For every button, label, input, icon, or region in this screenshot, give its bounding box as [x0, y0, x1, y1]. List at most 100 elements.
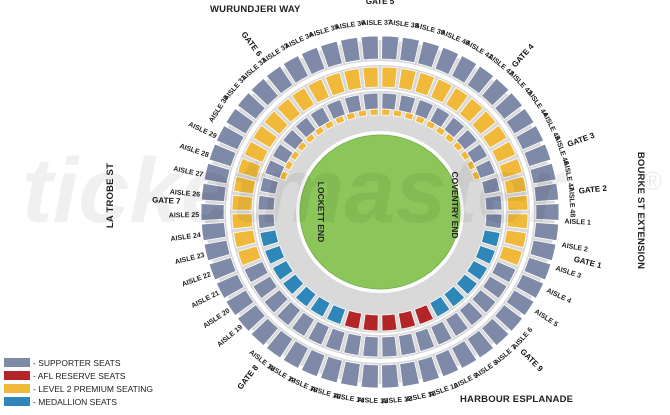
supporter-section-outer: [236, 304, 266, 332]
premium-box: [345, 111, 357, 121]
aisle-label: AISLE 19: [216, 324, 244, 349]
supporter-section-outer: [529, 162, 557, 185]
premium-section: [233, 229, 257, 249]
medallion-section: [480, 229, 501, 248]
aisle-label: AISLE 22: [181, 271, 212, 288]
premium-section: [381, 66, 398, 89]
premium-section: [324, 72, 346, 97]
supporter-section-outer: [480, 317, 510, 347]
supporter-section-middle: [252, 275, 278, 300]
premium-section: [263, 110, 289, 136]
supporter-section-middle: [482, 275, 508, 300]
supporter-section-inner: [484, 213, 503, 230]
aisle-label: AISLE 36: [335, 20, 366, 32]
supporter-section-middle: [362, 335, 379, 358]
premium-box: [296, 140, 308, 152]
supporter-section-inner: [259, 176, 280, 195]
premium-section: [498, 245, 523, 267]
seating-legend: - SUPPORTER SEATS - AFL RESERVE SEATS - …: [4, 356, 153, 408]
premium-box: [403, 111, 415, 121]
field-label-lockett-end: LOCKETT END: [316, 182, 326, 242]
aisle-label: AISLE 12: [381, 396, 412, 406]
supporter-section-outer: [381, 35, 400, 61]
supporter-section-middle: [276, 301, 302, 327]
legend-item: - SUPPORTER SEATS: [4, 356, 153, 369]
supporter-section-inner: [484, 194, 503, 211]
playing-field: LOCKETT END COVENTRY END: [296, 131, 464, 293]
premium-box: [452, 140, 464, 152]
supporter-section-outer: [434, 46, 460, 76]
supporter-section-outer: [523, 143, 552, 168]
premium-section: [237, 157, 262, 179]
premium-section: [343, 68, 362, 92]
aisle-label: AISLE 38: [388, 19, 419, 30]
aisle-label: AISLE 14: [333, 393, 364, 405]
aisle-label: AISLE 3: [555, 265, 582, 280]
premium-box: [279, 170, 289, 181]
premium-section: [491, 140, 517, 164]
supporter-section-outer: [450, 55, 478, 84]
premium-box: [381, 108, 391, 116]
gate-label: GATE 3: [566, 131, 596, 149]
premium-box: [392, 109, 403, 118]
supporter-section-inner: [381, 92, 398, 111]
supporter-section-middle: [491, 260, 517, 284]
premium-box: [425, 119, 437, 131]
supporter-section-middle: [243, 260, 269, 284]
premium-section: [444, 86, 469, 113]
premium-section: [233, 175, 257, 195]
legend-label: - MEDALLION SEATS: [33, 396, 117, 407]
reserve-section: [413, 304, 435, 326]
reserve-section: [381, 313, 398, 332]
premium-box: [444, 132, 456, 144]
supporter-section-outer: [434, 348, 460, 378]
supporter-section-outer: [319, 40, 343, 69]
legend-swatch: [4, 384, 30, 393]
legend-item: - MEDALLION SEATS: [4, 395, 153, 408]
premium-section: [506, 213, 529, 230]
medallion-section: [466, 259, 489, 281]
aisle-label: AISLE 20: [202, 307, 231, 330]
supporter-section-outer: [282, 340, 310, 369]
supporter-section-outer: [494, 92, 524, 120]
aisle-label: AISLE 26: [169, 189, 200, 199]
supporter-section-outer: [480, 77, 510, 107]
medallion-section: [309, 295, 331, 318]
premium-box: [313, 125, 326, 137]
supporter-section-inner: [480, 176, 501, 195]
gate-label: GATE 9: [518, 347, 545, 374]
premium-section: [503, 229, 527, 249]
aisle-label: AISLE 6: [512, 326, 535, 350]
supporter-section-middle: [291, 311, 316, 338]
supporter-section-outer: [450, 340, 478, 369]
watermark-registered-mark: ®: [643, 166, 662, 196]
supporter-section-outer: [340, 360, 361, 388]
legend-label: - AFL RESERVE SEATS: [33, 370, 126, 381]
supporter-section-outer: [208, 256, 237, 281]
aisle-label: AISLE 23: [174, 252, 205, 266]
medallion-section: [294, 285, 317, 308]
premium-section: [231, 194, 254, 211]
supporter-section-middle: [398, 332, 417, 356]
reserve-section: [397, 310, 417, 330]
aisle-label: AISLE 24: [170, 232, 201, 243]
supporter-section-outer: [529, 239, 557, 262]
aisle-label: AISLE 4: [545, 287, 572, 305]
supporter-section-inner: [257, 213, 276, 230]
premium-box: [323, 119, 335, 131]
aisle-label: AISLE 21: [190, 290, 220, 310]
street-top-label: WURUNDJERI WAY: [210, 4, 301, 15]
supporter-section-outer: [466, 329, 495, 359]
medallion-section: [325, 304, 347, 326]
supporter-section-middle: [458, 301, 484, 327]
supporter-section-outer: [417, 40, 441, 69]
legend-swatch: [4, 397, 30, 406]
legend-swatch: [4, 358, 30, 367]
supporter-section-outer: [494, 304, 524, 332]
supporter-section-inner: [397, 94, 417, 114]
premium-section: [243, 140, 269, 164]
supporter-section-outer: [399, 360, 420, 388]
premium-section: [471, 110, 497, 136]
supporter-section-middle: [430, 320, 453, 346]
